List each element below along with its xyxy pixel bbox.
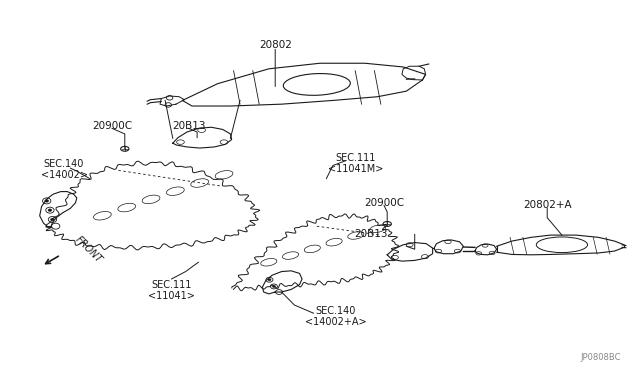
Text: SEC.140: SEC.140 — [316, 306, 356, 315]
Text: 20802+A: 20802+A — [523, 200, 572, 209]
Text: <11041M>: <11041M> — [328, 164, 383, 174]
Text: 20900C: 20900C — [92, 122, 132, 131]
Text: 20B13: 20B13 — [355, 230, 388, 239]
Ellipse shape — [51, 218, 54, 221]
Ellipse shape — [268, 279, 271, 281]
Text: <14002>: <14002> — [40, 170, 88, 180]
Text: SEC.111: SEC.111 — [151, 280, 192, 289]
Text: 20802: 20802 — [259, 40, 292, 49]
Ellipse shape — [383, 221, 392, 226]
Text: 20B13: 20B13 — [172, 122, 205, 131]
Text: 20900C: 20900C — [364, 198, 404, 208]
Ellipse shape — [121, 147, 129, 151]
Text: SEC.111: SEC.111 — [335, 153, 376, 163]
Text: <11041>: <11041> — [148, 291, 195, 301]
Text: SEC.140: SEC.140 — [44, 159, 84, 169]
Text: JP0808BC: JP0808BC — [580, 353, 621, 362]
Text: <14002+A>: <14002+A> — [305, 317, 367, 327]
Ellipse shape — [273, 285, 276, 288]
Ellipse shape — [48, 209, 52, 211]
Text: FRONT: FRONT — [74, 234, 104, 264]
Ellipse shape — [45, 199, 49, 202]
